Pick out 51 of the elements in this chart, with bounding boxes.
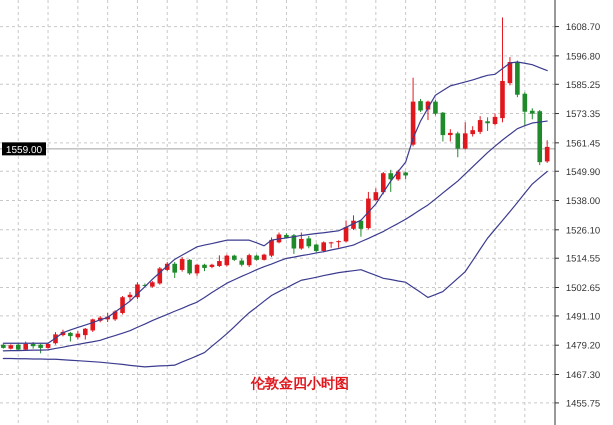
y-tick-label: 1526.10 xyxy=(566,225,600,236)
candlestick xyxy=(522,92,528,126)
text: 伦敦金四小时图 xyxy=(250,375,349,391)
y-tick-label: 1514.55 xyxy=(566,254,600,265)
candlestick xyxy=(292,233,296,254)
y-tick-label: 1502.65 xyxy=(566,283,600,294)
y-tick-label: 1561.45 xyxy=(566,138,600,150)
ref-line-label: 1559.00 xyxy=(6,144,43,156)
candlestick xyxy=(306,235,312,249)
candlestick xyxy=(68,331,73,342)
candlestick xyxy=(462,122,468,150)
candlestick xyxy=(508,56,512,86)
candlestick xyxy=(478,116,482,135)
y-tick-label: 1573.35 xyxy=(566,109,600,120)
candlestick xyxy=(246,253,252,268)
candlestick xyxy=(172,262,178,279)
candlestick xyxy=(180,256,184,272)
candlestick xyxy=(470,126,475,138)
line-series xyxy=(2,170,548,368)
candlestick xyxy=(344,220,348,243)
candlestick xyxy=(224,254,230,267)
candlestick xyxy=(269,236,274,258)
candlestick xyxy=(455,131,460,158)
candlestick xyxy=(374,188,378,202)
candlestick xyxy=(485,116,490,132)
candlestick xyxy=(433,99,438,116)
candlestick xyxy=(418,98,423,112)
y-tick-label: 1491.10 xyxy=(566,311,600,322)
candlestick xyxy=(358,219,364,238)
candlestick xyxy=(388,169,394,192)
y-tick-label: 1549.90 xyxy=(566,166,600,178)
candlestick xyxy=(38,343,43,354)
y-tick-label: 1455.75 xyxy=(566,398,600,410)
y-tick-label: 1585.25 xyxy=(566,80,600,91)
candlestick xyxy=(194,263,200,276)
candlestick xyxy=(299,232,304,250)
candlestick xyxy=(82,327,88,340)
candlestick xyxy=(380,171,386,195)
line-series xyxy=(2,120,548,352)
y-tick-label: 1596.80 xyxy=(566,51,600,62)
candlestick xyxy=(187,258,192,276)
y-tick-label: 1538.00 xyxy=(566,196,600,208)
candlestick xyxy=(492,112,498,126)
candlestick xyxy=(440,111,446,142)
candlestick xyxy=(217,254,222,268)
y-tick-label: 1467.30 xyxy=(566,370,600,381)
candlestick xyxy=(544,140,550,164)
y-tick-label: 1479.20 xyxy=(566,340,600,352)
candlestick xyxy=(530,108,535,120)
y-tick-label: 1608.70 xyxy=(566,22,600,34)
candlestick xyxy=(120,296,125,315)
